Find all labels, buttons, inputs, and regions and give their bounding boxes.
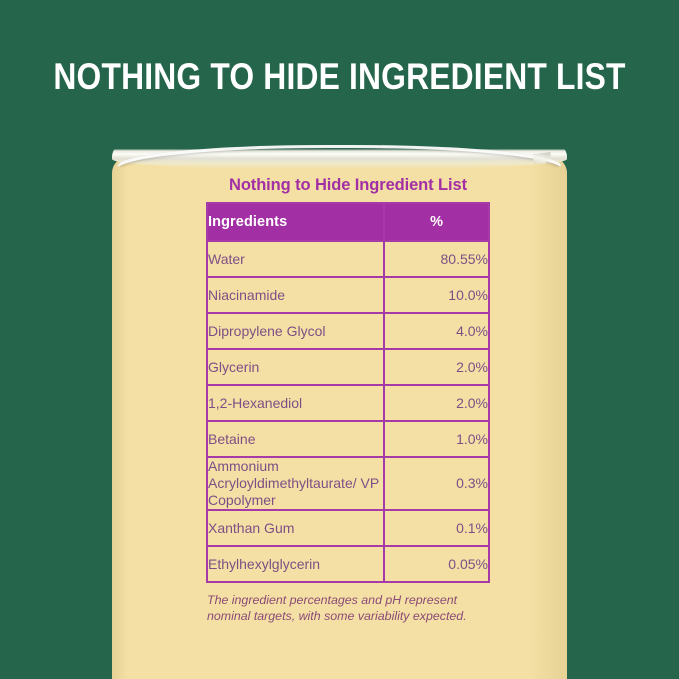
table-row: Betaine 1.0% <box>205 420 490 458</box>
cell-ingredient: Niacinamide <box>205 276 386 314</box>
carton-rim-crease-icon <box>532 152 552 164</box>
table-body: Water 80.55% Niacinamide 10.0% Dipropyle… <box>205 240 490 583</box>
footnote-line-1: The ingredient percentages and pH repres… <box>207 593 458 607</box>
cell-percent: 2.0% <box>383 384 490 422</box>
cell-ingredient: Water <box>205 240 386 278</box>
table-row: Dipropylene Glycol 4.0% <box>205 312 490 350</box>
cell-percent: 4.0% <box>383 312 490 350</box>
cell-percent: 0.1% <box>383 509 490 547</box>
cell-ingredient: Ammonium Acryloyldimethyltaurate/ VP Cop… <box>205 456 386 511</box>
table-row: Glycerin 2.0% <box>205 348 490 386</box>
column-header-ingredients: Ingredients <box>205 202 386 242</box>
cell-percent: 2.0% <box>383 348 490 386</box>
cell-percent: 1.0% <box>383 420 490 458</box>
table-row: Water 80.55% <box>205 240 490 278</box>
label-footnote: The ingredient percentages and pH repres… <box>206 592 490 624</box>
carton-top-rim <box>112 143 567 169</box>
column-header-percent: % <box>383 202 490 242</box>
ingredient-label-block: Nothing to Hide Ingredient List Ingredie… <box>205 175 490 624</box>
cell-ingredient: Betaine <box>205 420 386 458</box>
cell-percent: 80.55% <box>383 240 490 278</box>
cell-ingredient: Glycerin <box>205 348 386 386</box>
table-row: Xanthan Gum 0.1% <box>205 509 490 547</box>
table-row: 1,2-Hexanediol 2.0% <box>205 384 490 422</box>
page-title: NOTHING TO HIDE INGREDIENT LIST <box>53 56 626 97</box>
table-row: Ethylhexylglycerin 0.05% <box>205 545 490 583</box>
table-row: Ammonium Acryloyldimethyltaurate/ VP Cop… <box>205 456 490 511</box>
table-header-row: Ingredients % <box>205 202 490 242</box>
table-header: Ingredients % <box>205 202 490 242</box>
cell-percent: 0.05% <box>383 545 490 583</box>
ingredient-table: Ingredients % Water 80.55% Niacinamide 1… <box>205 202 490 583</box>
cell-percent: 10.0% <box>383 276 490 314</box>
cell-ingredient: 1,2-Hexanediol <box>205 384 386 422</box>
cell-ingredient: Xanthan Gum <box>205 509 386 547</box>
cell-ingredient: Ethylhexylglycerin <box>205 545 386 583</box>
label-title: Nothing to Hide Ingredient List <box>229 176 467 194</box>
table-row: Niacinamide 10.0% <box>205 276 490 314</box>
cell-ingredient: Dipropylene Glycol <box>205 312 386 350</box>
footnote-line-2: nominal targets, with some variability e… <box>207 609 467 623</box>
cell-percent: 0.3% <box>383 456 490 511</box>
